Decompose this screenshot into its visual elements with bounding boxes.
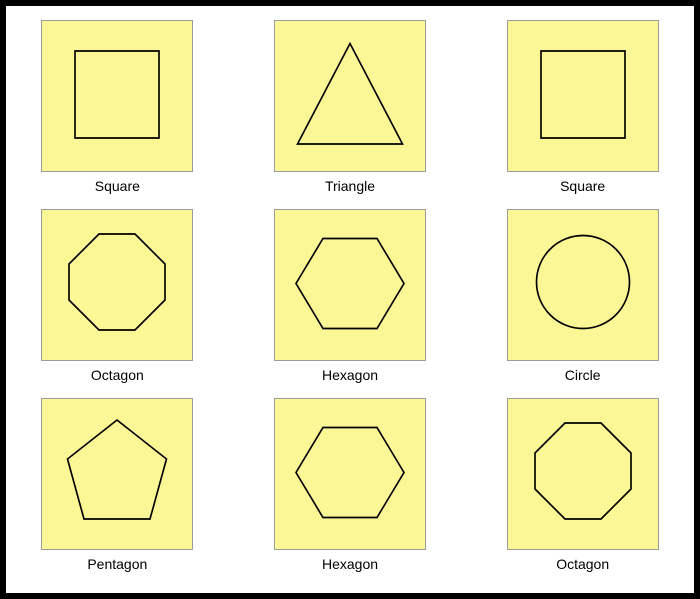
shape-cell-hexagon-2: Hexagon (259, 398, 442, 583)
shape-label-octagon-1: Octagon (91, 367, 144, 383)
hexagon-2-icon (275, 398, 425, 550)
shape-label-square-2: Square (560, 178, 605, 194)
pentagon-1-icon (42, 398, 192, 550)
shape-label-triangle-1: Triangle (325, 178, 375, 194)
shape-label-pentagon-1: Pentagon (87, 556, 147, 572)
shape-label-circle-1: Circle (565, 367, 601, 383)
shape-card-octagon-2 (507, 398, 659, 550)
shape-card-hexagon-1 (274, 209, 426, 361)
octagon-2-icon (508, 398, 658, 550)
hexagon-1-icon (275, 209, 425, 361)
shape-cell-octagon-1: Octagon (26, 209, 209, 394)
shape-card-triangle-1 (274, 20, 426, 172)
shape-card-octagon-1 (41, 209, 193, 361)
shape-cell-hexagon-1: Hexagon (259, 209, 442, 394)
square-1-icon (42, 20, 192, 172)
shape-card-pentagon-1 (41, 398, 193, 550)
shape-card-hexagon-2 (274, 398, 426, 550)
shape-cell-square-2: Square (491, 20, 674, 205)
circle-1-icon (508, 209, 658, 361)
shape-cell-octagon-2: Octagon (491, 398, 674, 583)
shape-label-hexagon-1: Hexagon (322, 367, 378, 383)
shape-cell-triangle-1: Triangle (259, 20, 442, 205)
shape-label-hexagon-2: Hexagon (322, 556, 378, 572)
shapes-grid: Square Triangle Square Octagon Hexagon Circle… (26, 20, 674, 583)
shape-cell-pentagon-1: Pentagon (26, 398, 209, 583)
shape-cell-square-1: Square (26, 20, 209, 205)
shape-card-square-1 (41, 20, 193, 172)
shape-card-square-2 (507, 20, 659, 172)
square-2-icon (508, 20, 658, 172)
shape-card-circle-1 (507, 209, 659, 361)
shape-cell-circle-1: Circle (491, 209, 674, 394)
shapes-frame: Square Triangle Square Octagon Hexagon Circle… (0, 0, 700, 599)
octagon-1-icon (42, 209, 192, 361)
shape-label-square-1: Square (95, 178, 140, 194)
triangle-1-icon (275, 20, 425, 172)
shape-label-octagon-2: Octagon (556, 556, 609, 572)
